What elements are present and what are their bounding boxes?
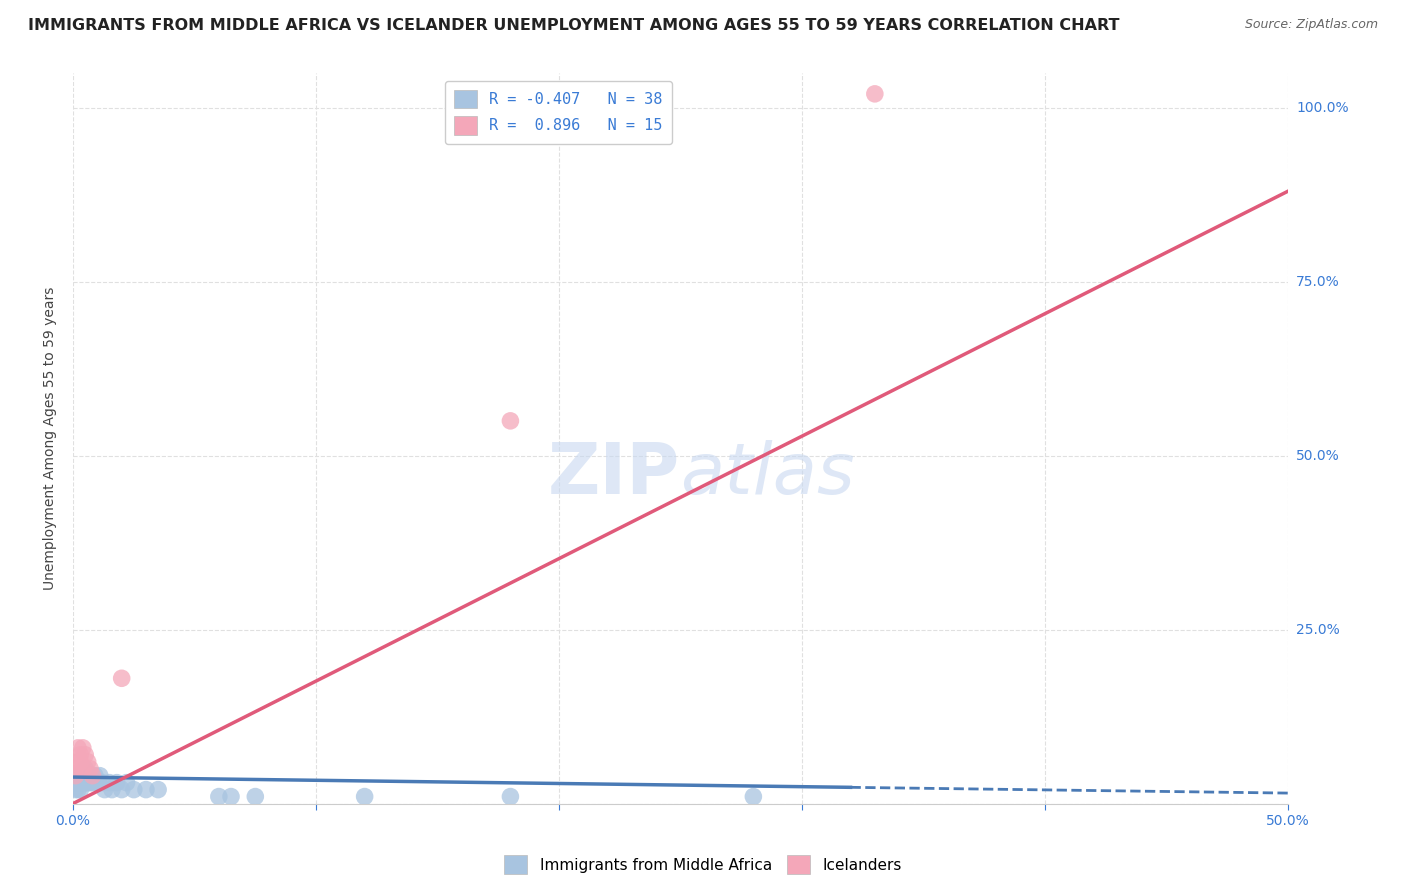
Point [76,775,98,789]
Point [499,789,522,804]
Point [69,775,91,789]
Point [65,775,87,789]
Point [122,782,145,797]
Point [499,414,522,428]
Text: Source: ZipAtlas.com: Source: ZipAtlas.com [1244,18,1378,31]
Point [69,769,91,783]
Point [135,782,157,797]
Point [65,762,87,776]
Point [219,789,242,804]
Point [91,775,114,789]
Point [65,769,87,783]
Point [111,671,134,685]
Point [79,769,101,783]
Text: ZIP: ZIP [548,441,681,509]
Point [93,782,115,797]
Text: IMMIGRANTS FROM MIDDLE AFRICA VS ICELANDER UNEMPLOYMENT AMONG AGES 55 TO 59 YEAR: IMMIGRANTS FROM MIDDLE AFRICA VS ICELAND… [28,18,1119,33]
Point [75,775,97,789]
Point [208,789,231,804]
Y-axis label: Unemployment Among Ages 55 to 59 years: Unemployment Among Ages 55 to 59 years [44,286,58,590]
Point [75,762,97,776]
Point [98,775,121,789]
Point [72,775,94,789]
Point [72,762,94,776]
Point [66,755,89,769]
Text: atlas: atlas [681,441,855,509]
Point [76,769,98,783]
Point [66,775,89,789]
Text: 75.0%: 75.0% [1296,275,1340,289]
Text: 50.0%: 50.0% [1296,449,1340,463]
Point [66,769,89,783]
Point [72,740,94,755]
Point [66,782,89,797]
Point [69,782,91,797]
Point [72,769,94,783]
Legend: R = -0.407   N = 38, R =  0.896   N = 15: R = -0.407 N = 38, R = 0.896 N = 15 [446,80,672,144]
Point [69,747,91,762]
Point [79,762,101,776]
Point [82,769,104,783]
Point [101,782,124,797]
Legend: Immigrants from Middle Africa, Icelanders: Immigrants from Middle Africa, Icelander… [498,849,908,880]
Point [65,782,87,797]
Point [66,740,89,755]
Point [863,87,886,101]
Point [79,775,101,789]
Point [353,789,375,804]
Point [75,769,97,783]
Point [111,782,134,797]
Point [75,747,97,762]
Point [82,769,104,783]
Point [86,775,108,789]
Text: 25.0%: 25.0% [1296,623,1340,637]
Point [245,789,267,804]
Point [89,769,111,783]
Text: 100.0%: 100.0% [1296,101,1348,115]
Point [84,769,107,783]
Point [742,789,765,804]
Point [115,775,138,789]
Point [105,775,128,789]
Point [76,755,98,769]
Point [82,775,104,789]
Point [69,755,91,769]
Point [146,782,169,797]
